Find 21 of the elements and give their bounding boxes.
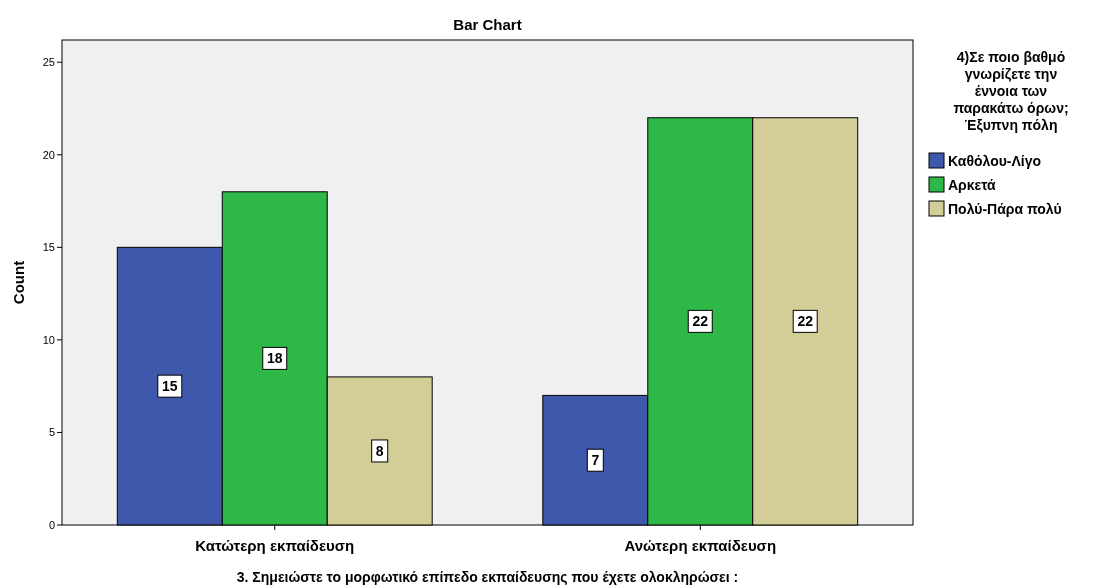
chart-title: Bar Chart — [453, 16, 522, 33]
data-label: 7 — [591, 452, 600, 469]
y-tick-label: 25 — [42, 56, 55, 69]
x-axis-title: 3. Σημειώστε το μορφωτικό επίπεδο εκπαίδευσης που έχετε ολοκληρώσει : — [236, 569, 739, 585]
y-tick-label: 5 — [48, 426, 55, 439]
data-label: 22 — [692, 313, 709, 330]
y-tick-label: 20 — [42, 148, 55, 161]
legend-label: Αρκετά — [948, 177, 997, 193]
legend-label: Καθόλου-Λίγο — [948, 153, 1042, 169]
x-tick-label: Ανώτερη εκπαίδευση — [624, 537, 777, 554]
y-tick-label: 0 — [48, 519, 55, 531]
x-tick-label: Κατώτερη εκπαίδευση — [195, 537, 355, 554]
legend-title: 4)Σε ποιο βαθμό γνωρίζετε την έννοια των παρακάτω όρων; Έξυπνη πόλη — [953, 49, 1069, 133]
y-tick-label: 10 — [42, 333, 55, 346]
y-tick-label: 15 — [42, 241, 55, 254]
data-label: 22 — [797, 313, 814, 330]
y-axis-title: Count — [10, 260, 27, 305]
data-label: 8 — [375, 442, 384, 459]
data-label: 15 — [162, 378, 178, 395]
legend-label: Πολύ-Πάρα πολύ — [948, 201, 1062, 217]
data-label: 18 — [266, 350, 283, 367]
